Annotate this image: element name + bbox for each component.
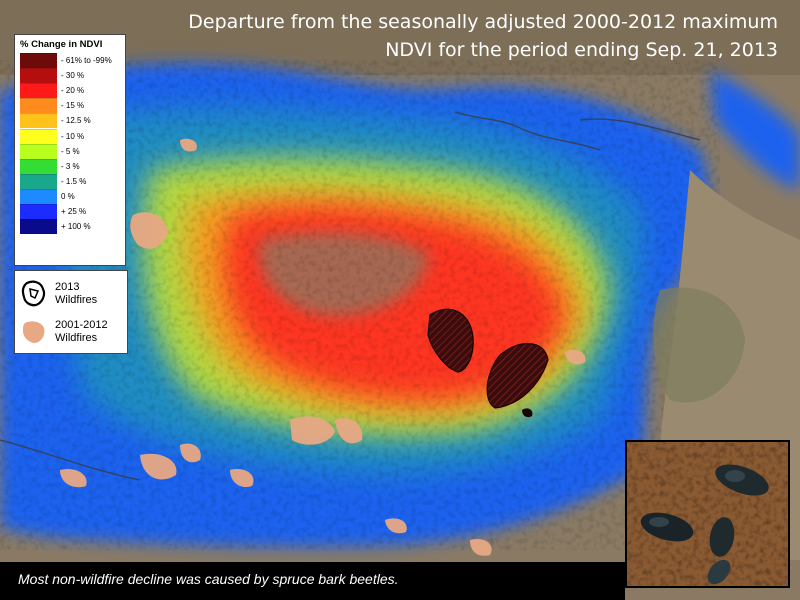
legend-label: + 100 % [61,222,91,232]
title-line-2: NDVI for the period ending Sep. 21, 2013 [385,39,778,61]
legend-label: - 1.5 % [61,176,87,186]
beetle-image [627,442,788,586]
legend-swatch [20,83,57,99]
legend-label: + 25 % [61,206,87,216]
legend-title: % Change in NDVI [20,39,103,50]
fire-old-legend-row: 2001-2012 Wildfires [19,313,123,351]
legend-label: - 5 % [61,146,80,156]
legend-item: - 15 % [20,98,120,114]
legend-swatch [20,53,57,69]
fire-old-swatch-icon [23,321,45,343]
title-line-1: Departure from the seasonally adjusted 2… [188,11,778,33]
fire-old-label: 2001-2012 Wildfires [55,319,108,344]
legend-item: - 12.5 % [20,113,120,129]
legend-swatch [20,188,57,204]
legend-label: - 3 % [61,161,80,171]
legend-item: - 61% to -99% [20,53,120,69]
map-title: Departure from the seasonally adjusted 2… [138,8,778,64]
legend-swatch [20,158,57,174]
legend-label: - 30 % [61,71,85,81]
legend-item: + 100 % [20,219,120,235]
legend-item: - 20 % [20,83,120,99]
legend-label: - 61% to -99% [61,56,112,66]
caption-text: Most non-wildfire decline was caused by … [18,571,399,587]
fire-2013-label: 2013 Wildfires [55,281,98,306]
legend-label: - 20 % [61,86,85,96]
legend-item: - 10 % [20,128,120,144]
legend-label: - 12.5 % [61,116,91,126]
bark-beetle-photo [625,440,790,588]
legend-label: 0 % [61,191,75,201]
legend-swatch [20,128,57,144]
legend-item: 0 % [20,188,120,204]
irrigated-fields [653,287,745,403]
wildfire-legend: 2013 Wildfires 2001-2012 Wildfires [14,270,128,354]
legend-item: - 3 % [20,158,120,174]
legend-swatch [20,173,57,189]
wildfire-2013-polygons [427,308,549,418]
legend-label: - 10 % [61,131,85,141]
ndvi-legend: % Change in NDVI - 61% to -99% - 30 % - 20… [14,34,126,266]
legend-swatch [20,98,57,114]
legend-swatch [20,219,57,235]
legend-item: - 5 % [20,143,120,159]
legend-swatch [20,68,57,84]
fire-2013-legend-row: 2013 Wildfires [19,275,123,313]
legend-item: - 30 % [20,68,120,84]
legend-swatch [20,143,57,159]
legend-swatch [20,203,57,219]
rivers [0,111,701,481]
fire-2013-swatch-icon [21,280,46,307]
legend-item: + 25 % [20,203,120,219]
legend-swatch [20,113,57,129]
caption-bar: Most non-wildfire decline was caused by … [0,562,625,600]
legend-label: - 15 % [61,101,85,111]
legend-item: - 1.5 % [20,173,120,189]
old-wildfire-polygons [60,138,586,556]
legend-rows: - 61% to -99% - 30 % - 20 % - 15 % - 12.5 % -… [20,53,120,235]
